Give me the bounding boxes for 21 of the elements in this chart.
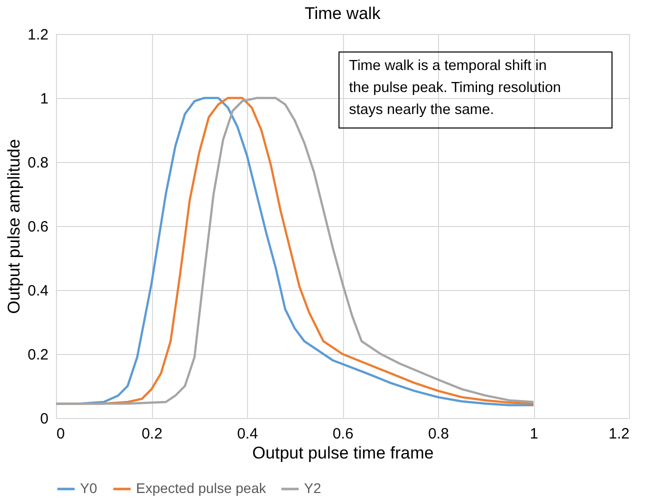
legend-label: Y2 xyxy=(304,480,322,496)
y-tick-label: 0.2 xyxy=(28,346,48,364)
y-tick-label: 0.8 xyxy=(28,154,48,172)
x-tick-label: 0 xyxy=(56,426,65,442)
y-tick-label: 0 xyxy=(40,410,48,428)
x-axis-title: Output pulse time frame xyxy=(252,444,434,462)
y-tick-label: 0.4 xyxy=(28,282,48,300)
x-tick-label: 1 xyxy=(530,426,538,442)
x-tick-label: 0.8 xyxy=(428,426,449,442)
y-axis-title: Output pulse amplitude xyxy=(4,139,24,314)
legend-label: Expected pulse peak xyxy=(136,480,267,496)
annotation: Time walk is a temporal shift in the pulse peak. Timing resolution stays nearly the same. xyxy=(349,58,561,118)
x-tick-label: 0.6 xyxy=(332,426,354,442)
chart-title: Time walk xyxy=(304,4,381,23)
y-tick-label: 1.2 xyxy=(28,26,48,44)
legend-label: Y0 xyxy=(80,480,98,496)
x-tick-label: 1.2 xyxy=(608,426,630,442)
x-tick-label: 0.2 xyxy=(142,426,162,442)
y-tick-label: 1 xyxy=(40,90,48,108)
x-tick-label: 0.4 xyxy=(237,426,258,442)
y-tick-label: 0.6 xyxy=(28,218,48,236)
